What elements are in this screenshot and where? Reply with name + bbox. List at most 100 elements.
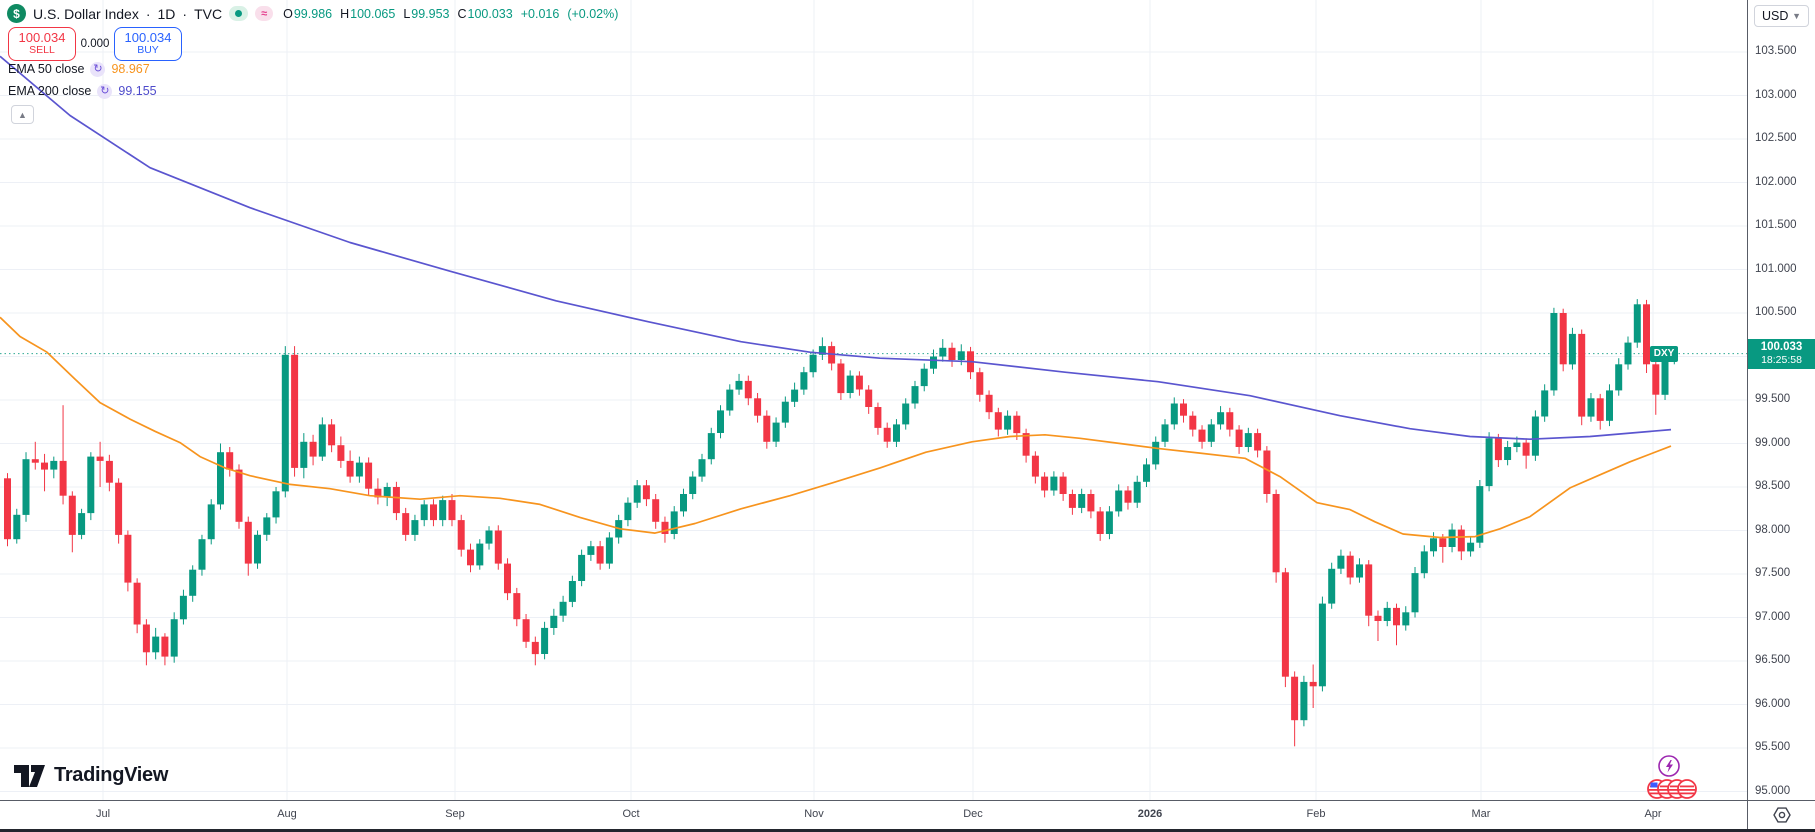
- candle-body: [235, 469, 243, 522]
- ohlc-values: O 99.986 H 100.065 L 99.953 C 100.033 +0.016…: [283, 7, 618, 21]
- candle-body: [994, 412, 1002, 430]
- candle-body: [1365, 564, 1373, 616]
- candle-body: [217, 452, 224, 505]
- candle-body: [41, 462, 48, 470]
- low-key: L: [403, 6, 411, 21]
- currency-label: USD: [1762, 9, 1789, 23]
- price-axis-label: 98.500: [1755, 480, 1791, 492]
- candle-body: [50, 460, 58, 470]
- candle-body: [698, 459, 706, 477]
- candle-body: [1078, 494, 1086, 508]
- candle-body: [448, 500, 456, 521]
- market-open-dot-icon: [235, 10, 243, 17]
- candle-body: [513, 593, 521, 620]
- candle-body: [902, 403, 910, 425]
- candle-body: [1031, 455, 1039, 477]
- candle-body: [1281, 572, 1289, 677]
- symbol-legend[interactable]: $ U.S. Dollar Index · 1D · TVC ≈ O 99.986…: [7, 3, 618, 24]
- candle-body: [855, 375, 863, 390]
- candle-body: [1550, 313, 1558, 391]
- us-flag-stack-icon[interactable]: [1647, 779, 1697, 799]
- ema-line: [0, 316, 1672, 539]
- candle-body: [846, 375, 854, 393]
- trade-panel: 100.034 SELL 0.000 100.034 BUY: [8, 27, 182, 61]
- scales-settings-icon[interactable]: [1772, 806, 1791, 824]
- symbol-logo-icon: $: [7, 4, 26, 23]
- change-value: +0.016: [520, 6, 560, 21]
- ema-line: [0, 55, 1672, 441]
- indicator-value: 99.155: [118, 84, 157, 98]
- buy-price: 100.034: [124, 30, 172, 46]
- candle-body: [1087, 494, 1095, 512]
- candle-body: [587, 546, 595, 555]
- last-price-value: 100.033: [1760, 340, 1803, 353]
- price-axis[interactable]: USD ▼ 100.033 18:25:58 103.500 103.000 102…: [1748, 0, 1815, 800]
- candle-body: [911, 386, 919, 404]
- delayed-data-badge[interactable]: ≈: [255, 6, 274, 21]
- candle-body: [300, 441, 308, 468]
- candle-body: [1513, 442, 1521, 447]
- chart-canvas: [0, 0, 1747, 800]
- legend-collapse-button[interactable]: ▲: [11, 105, 34, 124]
- candle-body: [1115, 490, 1123, 512]
- candle-body: [1337, 555, 1345, 569]
- candle-body: [726, 389, 734, 411]
- currency-selector[interactable]: USD ▼: [1754, 5, 1809, 27]
- candle-body: [791, 389, 799, 402]
- candle-body: [1587, 398, 1595, 417]
- candle-body: [1263, 450, 1271, 494]
- symbol-title[interactable]: U.S. Dollar Index: [33, 5, 139, 22]
- lightning-mode-icon[interactable]: [1658, 755, 1680, 777]
- candle-body: [1420, 551, 1428, 574]
- tradingview-logo[interactable]: TradingView: [14, 764, 168, 787]
- chart-plot-area[interactable]: $ U.S. Dollar Index · 1D · TVC ≈ O 99.986…: [0, 0, 1747, 800]
- candle-body: [1346, 555, 1354, 578]
- high-key: H: [340, 6, 350, 21]
- candle-body: [541, 627, 549, 654]
- candle-body: [763, 415, 771, 442]
- indicator-row-ema200[interactable]: EMA 200 close ↻ 99.155: [8, 83, 157, 99]
- candle-body: [59, 460, 67, 496]
- candle-body: [1124, 490, 1132, 503]
- market-open-badge[interactable]: [229, 6, 249, 21]
- price-axis-label: 96.500: [1755, 654, 1791, 666]
- time-axis[interactable]: Jul Aug Sep Oct Nov Dec 2026 Feb Mar Apr: [0, 801, 1747, 829]
- candle-body: [1448, 529, 1456, 547]
- sell-button[interactable]: 100.034 SELL: [8, 27, 76, 61]
- price-axis-label: 97.500: [1755, 567, 1791, 579]
- symbol-interval[interactable]: 1D: [157, 5, 176, 22]
- buy-button[interactable]: 100.034 BUY: [114, 27, 182, 61]
- symbol-exchange[interactable]: TVC: [194, 5, 223, 22]
- candle-body: [1568, 333, 1576, 365]
- candle-body: [1615, 364, 1623, 391]
- close-key: C: [457, 6, 467, 21]
- candle-body: [1254, 433, 1262, 451]
- candle-body: [1217, 412, 1225, 425]
- candle-body: [207, 504, 215, 540]
- candle-body: [837, 363, 845, 394]
- candle-body: [754, 398, 762, 416]
- candle-body: [226, 452, 234, 470]
- candle-body: [272, 491, 280, 518]
- candle-body: [22, 459, 30, 515]
- candle-body: [948, 347, 956, 360]
- candle-body: [1531, 416, 1539, 456]
- candle-body: [1309, 681, 1317, 687]
- candle-body: [1402, 612, 1410, 626]
- candle-body: [4, 478, 11, 540]
- candle-body: [1643, 304, 1650, 365]
- candle-body: [467, 549, 474, 566]
- candle-body: [1578, 333, 1586, 417]
- symbol-price-tag: DXY: [1650, 345, 1678, 362]
- bar-countdown: 18:25:58: [1761, 354, 1802, 367]
- candle-body: [1393, 607, 1400, 626]
- candle-body: [1522, 442, 1530, 456]
- candle-body: [124, 534, 132, 583]
- price-axis-label: 100.500: [1755, 306, 1797, 318]
- candle-body: [1291, 676, 1299, 721]
- indicator-row-ema50[interactable]: EMA 50 close ↻ 98.967: [8, 61, 150, 77]
- candle-body: [1180, 403, 1187, 416]
- candle-body: [439, 500, 447, 521]
- candle-body: [1652, 364, 1660, 395]
- high-value: 100.065: [350, 6, 396, 21]
